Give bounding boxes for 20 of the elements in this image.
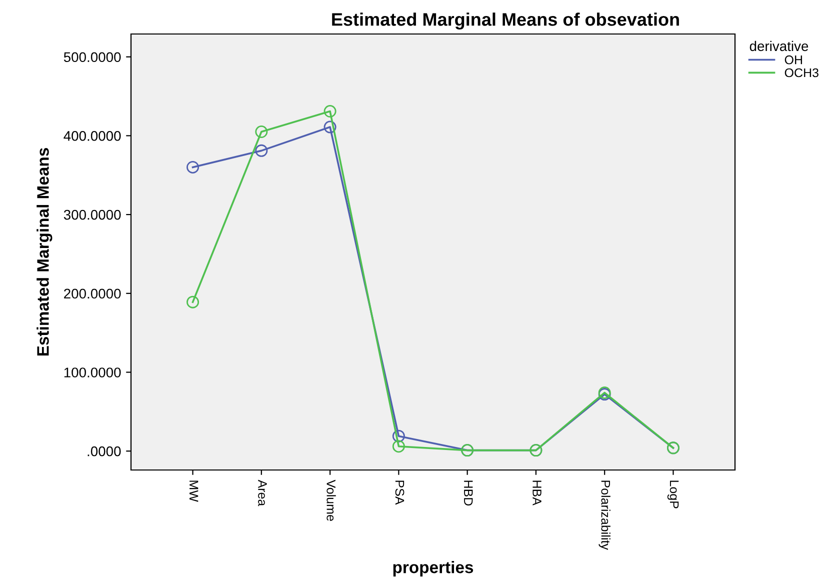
x-tick-label: PSA [395, 480, 404, 505]
legend-label: OCH3 [784, 68, 818, 78]
legend-title: derivative [750, 40, 808, 52]
x-tick-label: HBD [464, 480, 473, 506]
y-tick-label: .0000 [88, 446, 121, 456]
y-tick-label: 100.0000 [64, 368, 121, 378]
y-tick-label: 200.0000 [64, 288, 121, 299]
x-tick-label: Polarizability [598, 480, 610, 550]
y-axis-title: Estimated Marginal Means [36, 148, 52, 356]
x-tick-label: LogP [667, 480, 679, 508]
x-axis-title: properties [393, 560, 474, 577]
y-tick-label: 300.0000 [64, 210, 121, 220]
x-tick-label: HBA [532, 480, 542, 506]
legend-label: OH [784, 55, 802, 64]
x-tick-label: MW [190, 480, 198, 502]
chart-title: Estimated Marginal Means of obsevation [332, 12, 679, 30]
x-tick-label: Volume [326, 480, 336, 521]
y-tick-label: 400.0000 [64, 131, 121, 141]
x-tick-label: Area [258, 480, 267, 506]
y-tick-label: 500.0000 [64, 52, 121, 62]
